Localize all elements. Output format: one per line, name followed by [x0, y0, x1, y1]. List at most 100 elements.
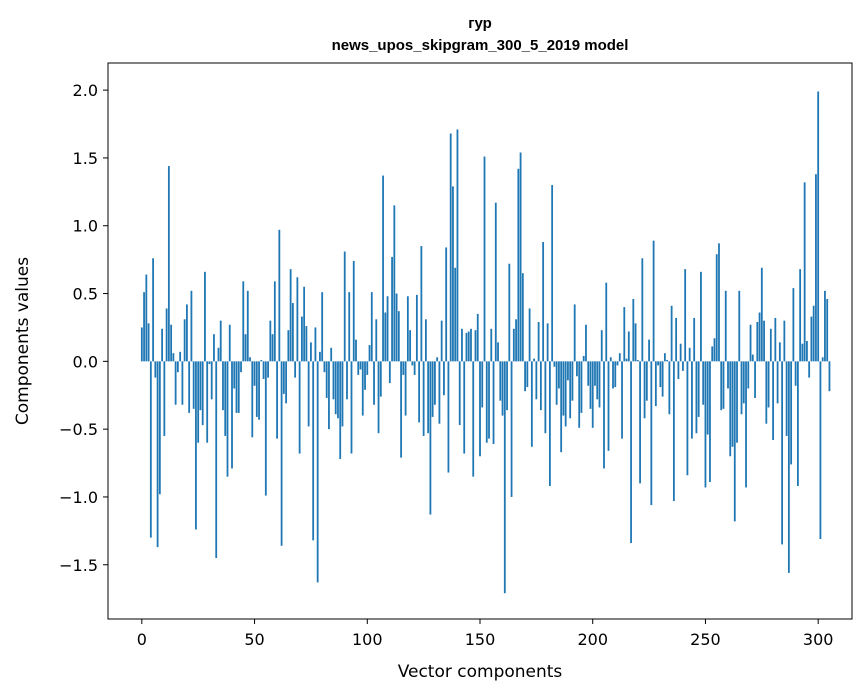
- bar: [476, 313, 479, 362]
- bar: [161, 328, 164, 362]
- bar: [756, 322, 759, 362]
- bar: [447, 361, 450, 473]
- y-tick-label: 0.0: [73, 352, 98, 371]
- bar: [736, 361, 738, 443]
- bar: [258, 361, 260, 420]
- bar: [555, 361, 558, 405]
- bar: [485, 361, 488, 443]
- bar: [576, 361, 578, 377]
- bar: [560, 361, 563, 453]
- bar: [470, 328, 472, 362]
- bar: [420, 246, 423, 362]
- bar: [296, 277, 299, 362]
- bar: [517, 168, 520, 362]
- bar: [158, 361, 161, 495]
- bar: [548, 361, 551, 487]
- bar: [503, 361, 506, 594]
- bar: [724, 290, 727, 362]
- bar: [603, 361, 605, 469]
- bar: [217, 347, 220, 362]
- bar: [632, 298, 635, 362]
- bar: [715, 254, 718, 362]
- bar: [598, 361, 601, 408]
- bar: [165, 308, 168, 362]
- bar: [609, 357, 612, 362]
- bar: [411, 361, 414, 366]
- bar: [240, 361, 242, 373]
- bar: [406, 296, 409, 362]
- bar: [684, 269, 687, 362]
- bar: [454, 267, 457, 362]
- bar: [763, 320, 765, 362]
- bar: [287, 330, 290, 362]
- bar: [643, 361, 646, 419]
- bar: [612, 361, 614, 389]
- bar: [246, 290, 249, 362]
- bar: [497, 342, 499, 362]
- bar: [418, 361, 421, 423]
- bar: [190, 290, 193, 362]
- chart-subtitle: news_upos_skipgram_300_5_2019 model: [332, 37, 629, 54]
- bar: [235, 361, 238, 413]
- bar: [192, 361, 195, 409]
- bar: [828, 361, 831, 392]
- bar: [510, 361, 513, 497]
- bar: [391, 256, 393, 362]
- bar: [445, 247, 448, 362]
- bar: [431, 361, 434, 417]
- bar: [424, 319, 427, 362]
- bar: [323, 361, 326, 373]
- bar: [179, 351, 182, 362]
- bar: [307, 361, 310, 427]
- bar: [806, 341, 808, 362]
- bar: [337, 361, 339, 419]
- bar: [228, 324, 231, 362]
- bar: [379, 361, 382, 397]
- bar: [639, 361, 641, 484]
- bar: [427, 361, 430, 434]
- bar: [244, 334, 247, 362]
- bar: [350, 361, 353, 454]
- bar: [711, 346, 714, 362]
- bar: [404, 361, 407, 416]
- bar: [501, 361, 504, 416]
- bar: [195, 361, 197, 530]
- bar: [183, 319, 186, 362]
- x-tick-label: 100: [352, 630, 383, 649]
- bar: [745, 361, 747, 488]
- bar: [704, 361, 707, 488]
- bar: [713, 338, 716, 362]
- bar: [368, 345, 371, 362]
- bar: [255, 361, 258, 417]
- bar: [571, 361, 574, 401]
- bar: [156, 361, 159, 548]
- bar: [197, 361, 200, 443]
- bar: [397, 311, 400, 362]
- bar: [778, 342, 781, 362]
- bar: [824, 290, 826, 362]
- bar: [573, 304, 576, 362]
- bar: [772, 361, 774, 440]
- bar: [222, 361, 224, 411]
- bar: [176, 361, 179, 373]
- bar: [276, 361, 278, 439]
- bar: [663, 353, 666, 362]
- bar: [373, 361, 375, 405]
- bar: [204, 271, 206, 362]
- bar: [821, 357, 824, 362]
- bar: [264, 361, 267, 496]
- bar: [666, 359, 669, 362]
- bar: [436, 357, 439, 362]
- bar: [273, 281, 276, 362]
- bar: [812, 305, 815, 362]
- bar: [172, 353, 175, 362]
- bar: [580, 361, 583, 413]
- bar: [535, 361, 538, 400]
- bar: [452, 186, 454, 362]
- bar: [429, 361, 432, 515]
- bar: [298, 361, 301, 454]
- bar: [282, 361, 285, 394]
- bar: [539, 361, 542, 411]
- bar: [215, 361, 218, 558]
- bar: [483, 156, 486, 362]
